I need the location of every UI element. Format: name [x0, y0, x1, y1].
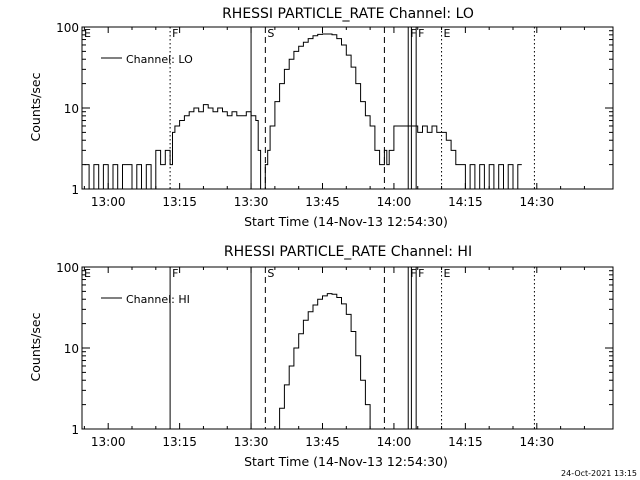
lo-channel-chart: RHESSI PARTICLE_RATE Channel: LO Counts/…	[28, 6, 614, 229]
x-tick-label: 14:00	[377, 435, 412, 449]
x-tick-label: 14:30	[520, 195, 555, 209]
x-tick-label: 14:15	[448, 195, 483, 209]
event-marker-label: E	[444, 27, 451, 40]
footer-timestamp: 24-Oct-2021 13:15	[561, 469, 637, 478]
event-marker-label: E	[84, 267, 91, 280]
x-tick-label: 14:30	[520, 435, 555, 449]
y-axis-label-hi: Counts/sec	[28, 312, 43, 381]
chart-title-hi: RHESSI PARTICLE_RATE Channel: HI	[224, 244, 472, 260]
series-line	[274, 293, 375, 430]
x-tick-label: 14:00	[377, 195, 412, 209]
event-marker-label: F	[410, 27, 416, 40]
event-marker-label: F	[410, 267, 416, 280]
series-line	[84, 33, 522, 190]
event-marker-label: F	[418, 267, 424, 280]
legend-label-lo: Channel: LO	[126, 53, 193, 66]
x-tick-label: 13:45	[305, 435, 340, 449]
event-marker-label: F	[172, 267, 178, 280]
x-tick-label: 13:00	[91, 435, 126, 449]
x-tick-label: 13:30	[234, 435, 269, 449]
event-marker-label: E	[444, 267, 451, 280]
x-tick-label: 13:00	[91, 195, 126, 209]
x-tick-label: 13:15	[162, 195, 197, 209]
y-tick-label: 100	[56, 21, 79, 35]
x-axis-label-lo: Start Time (14-Nov-13 12:54:30)	[244, 214, 448, 229]
x-tick-label: 13:30	[234, 195, 269, 209]
legend-label-hi: Channel: HI	[126, 293, 190, 306]
y-tick-label: 100	[56, 261, 79, 275]
event-marker-label: F	[418, 27, 424, 40]
event-marker-label: E	[84, 27, 91, 40]
x-tick-label: 14:15	[448, 435, 483, 449]
event-marker-label: S	[267, 267, 274, 280]
event-marker-label: S	[267, 27, 274, 40]
y-tick-label: 1	[71, 423, 79, 437]
y-tick-label: 10	[64, 102, 79, 116]
event-marker-label: F	[172, 27, 178, 40]
x-axis-label-hi: Start Time (14-Nov-13 12:54:30)	[244, 454, 448, 469]
y-tick-label: 10	[64, 342, 79, 356]
chart-title-lo: RHESSI PARTICLE_RATE Channel: LO	[222, 6, 474, 22]
x-tick-label: 13:45	[305, 195, 340, 209]
y-axis-label-lo: Counts/sec	[28, 72, 43, 141]
x-tick-label: 13:15	[162, 435, 197, 449]
hi-channel-chart: RHESSI PARTICLE_RATE Channel: HI Counts/…	[28, 244, 614, 469]
y-tick-label: 1	[71, 183, 79, 197]
plot-frame	[81, 266, 614, 430]
